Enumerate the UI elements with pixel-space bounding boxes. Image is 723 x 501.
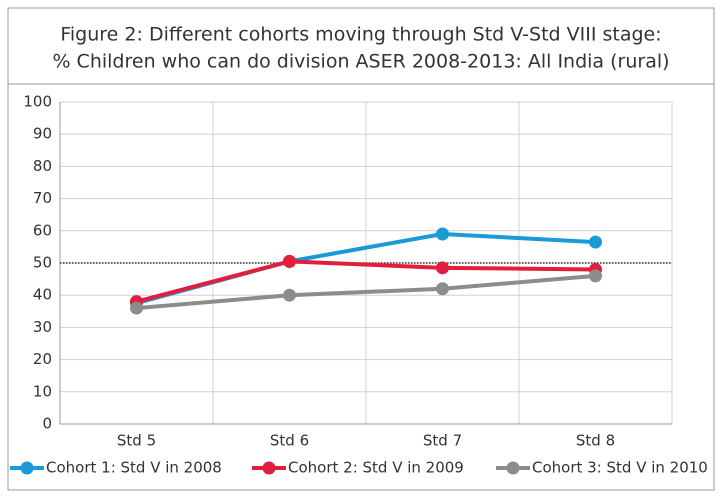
- chart-title: Figure 2: Different cohorts moving throu…: [60, 24, 661, 46]
- legend-marker: [20, 461, 34, 475]
- legend-label: Cohort 1: Std V in 2008: [46, 459, 222, 477]
- y-tick-label: 100: [23, 93, 52, 111]
- legend-marker: [262, 461, 276, 475]
- y-tick-label: 70: [33, 189, 52, 207]
- legend-label: Cohort 3: Std V in 2010: [532, 459, 708, 477]
- y-tick-label: 30: [33, 318, 52, 336]
- y-tick-label: 60: [33, 221, 52, 239]
- x-tick-label: Std 8: [576, 432, 615, 450]
- y-tick-label: 90: [33, 125, 52, 143]
- data-point: [283, 254, 296, 268]
- data-point: [589, 235, 602, 249]
- x-tick-label: Std 6: [270, 432, 309, 450]
- series-line: [136, 273, 596, 311]
- y-tick-label: 10: [33, 382, 52, 400]
- x-tick-label: Std 5: [117, 432, 156, 450]
- frame: [7, 7, 715, 491]
- data-point: [589, 269, 602, 283]
- data-point: [283, 288, 296, 302]
- y-tick-label: 50: [33, 254, 52, 272]
- x-tick-label: Std 7: [423, 432, 462, 450]
- legend-marker: [506, 461, 520, 475]
- y-tick-label: 0: [42, 415, 52, 433]
- chart-title: % Children who can do division ASER 2008…: [52, 51, 669, 73]
- data-point: [130, 301, 143, 315]
- data-point: [436, 227, 449, 241]
- data-point: [436, 261, 449, 275]
- y-tick-label: 20: [33, 350, 52, 368]
- y-tick-label: 40: [33, 286, 52, 304]
- series-line: [135, 259, 596, 304]
- y-tick-label: 80: [33, 157, 52, 175]
- data-point: [436, 282, 449, 296]
- legend-label: Cohort 2: Std V in 2009: [288, 459, 464, 477]
